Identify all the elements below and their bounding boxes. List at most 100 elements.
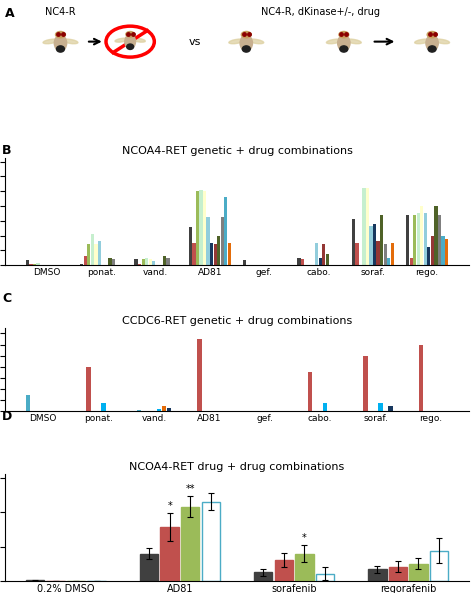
Bar bbox=[33, 264, 36, 265]
Bar bbox=[322, 244, 325, 265]
Ellipse shape bbox=[248, 39, 264, 44]
Bar bbox=[315, 243, 319, 265]
Bar bbox=[197, 339, 201, 411]
Bar bbox=[406, 215, 410, 265]
Bar bbox=[94, 244, 98, 265]
Text: C: C bbox=[2, 292, 11, 305]
Bar bbox=[388, 406, 393, 411]
Bar bbox=[380, 215, 383, 265]
Text: vs: vs bbox=[189, 37, 201, 47]
Bar bbox=[224, 197, 228, 265]
Bar bbox=[410, 259, 413, 265]
Ellipse shape bbox=[55, 35, 67, 51]
Circle shape bbox=[427, 31, 437, 38]
Bar bbox=[200, 190, 203, 265]
Text: NC4-R, dKinase+/-, drug: NC4-R, dKinase+/-, drug bbox=[261, 8, 380, 17]
Bar bbox=[137, 410, 141, 411]
Ellipse shape bbox=[127, 44, 134, 49]
Text: B: B bbox=[2, 144, 12, 157]
Bar bbox=[431, 235, 434, 265]
Bar bbox=[254, 572, 273, 581]
Ellipse shape bbox=[340, 46, 348, 52]
Bar bbox=[389, 567, 407, 581]
Ellipse shape bbox=[125, 35, 136, 49]
Ellipse shape bbox=[327, 39, 342, 44]
Bar bbox=[189, 227, 192, 265]
Bar bbox=[356, 243, 358, 265]
Bar bbox=[220, 217, 224, 265]
Bar bbox=[87, 244, 91, 265]
Title: CCDC6-RET genetic + drug combinations: CCDC6-RET genetic + drug combinations bbox=[122, 315, 352, 326]
Bar bbox=[391, 243, 394, 265]
Bar bbox=[427, 247, 430, 265]
Ellipse shape bbox=[229, 39, 244, 44]
Bar bbox=[363, 356, 368, 411]
Bar bbox=[84, 256, 87, 265]
Text: D: D bbox=[2, 410, 13, 423]
Bar bbox=[201, 502, 220, 581]
Ellipse shape bbox=[434, 39, 449, 44]
Bar bbox=[80, 264, 83, 265]
Circle shape bbox=[339, 31, 349, 38]
Bar bbox=[409, 564, 428, 581]
Bar bbox=[373, 225, 376, 265]
Bar bbox=[445, 239, 448, 265]
Text: NC4-R: NC4-R bbox=[45, 8, 76, 17]
Bar bbox=[192, 243, 196, 265]
Bar bbox=[156, 409, 161, 411]
Text: *: * bbox=[302, 533, 307, 543]
Bar bbox=[316, 573, 334, 581]
Ellipse shape bbox=[337, 35, 350, 51]
Bar bbox=[228, 243, 231, 265]
Bar bbox=[166, 408, 171, 411]
Ellipse shape bbox=[63, 39, 78, 44]
Bar bbox=[140, 553, 158, 581]
Bar bbox=[376, 241, 380, 265]
Bar bbox=[429, 551, 448, 581]
Bar bbox=[420, 206, 423, 265]
Bar bbox=[207, 217, 210, 265]
Ellipse shape bbox=[115, 38, 128, 42]
Ellipse shape bbox=[346, 39, 361, 44]
Bar bbox=[36, 263, 40, 265]
Ellipse shape bbox=[43, 39, 58, 44]
Ellipse shape bbox=[428, 46, 436, 52]
Bar bbox=[210, 243, 213, 265]
Bar bbox=[319, 258, 322, 265]
Bar bbox=[419, 345, 423, 411]
Bar bbox=[196, 191, 199, 265]
Bar bbox=[438, 215, 441, 265]
Bar bbox=[213, 244, 217, 265]
Bar bbox=[366, 187, 369, 265]
Bar bbox=[145, 258, 148, 265]
Bar bbox=[181, 506, 200, 581]
Bar bbox=[301, 259, 304, 265]
Text: *: * bbox=[167, 501, 172, 511]
Bar bbox=[413, 215, 416, 265]
Bar bbox=[166, 258, 170, 265]
Bar bbox=[142, 259, 145, 265]
Bar bbox=[441, 235, 445, 265]
Title: NCOA4-RET genetic + drug combinations: NCOA4-RET genetic + drug combinations bbox=[121, 146, 353, 156]
Bar bbox=[26, 394, 30, 411]
Bar bbox=[161, 527, 179, 581]
Bar bbox=[417, 213, 420, 265]
Bar bbox=[163, 256, 166, 265]
Bar bbox=[424, 213, 427, 265]
Circle shape bbox=[241, 31, 251, 38]
Bar bbox=[149, 259, 152, 265]
Bar bbox=[369, 226, 373, 265]
Bar bbox=[434, 206, 438, 265]
Circle shape bbox=[55, 31, 65, 38]
Bar bbox=[101, 403, 106, 411]
Bar bbox=[378, 403, 383, 411]
Bar bbox=[383, 244, 387, 265]
Bar bbox=[109, 258, 112, 265]
Bar bbox=[91, 234, 94, 265]
Bar bbox=[297, 259, 301, 265]
Bar bbox=[135, 259, 138, 265]
Circle shape bbox=[126, 31, 135, 37]
Bar bbox=[326, 254, 329, 265]
Bar bbox=[86, 367, 91, 411]
Bar bbox=[26, 260, 29, 265]
